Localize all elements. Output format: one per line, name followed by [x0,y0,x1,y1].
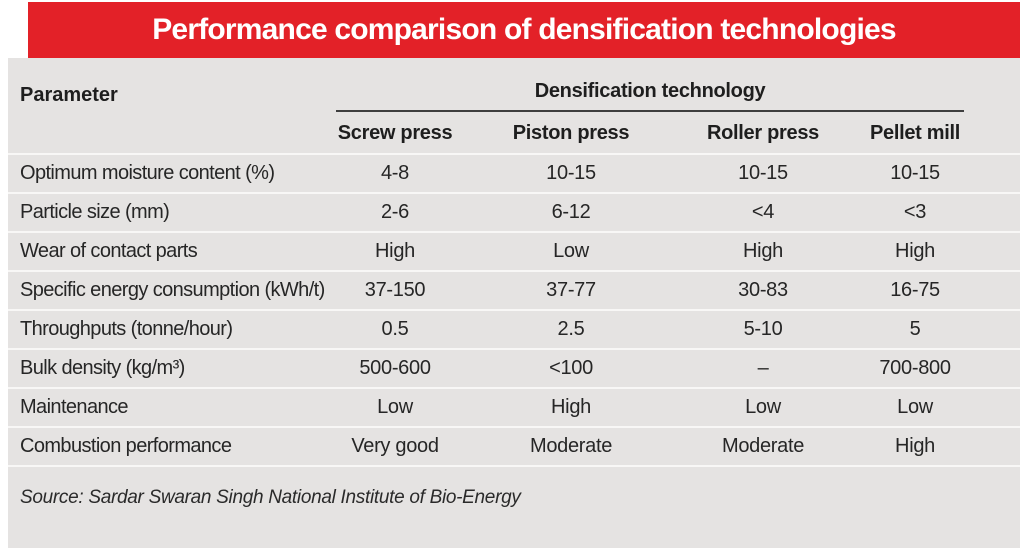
value-cell: Low [377,396,413,418]
tech-header-row: Screw press Piston press Roller press Pelle… [8,112,1020,154]
parameter-label: Optimum moisture content (%) [20,162,275,184]
value-cell: High [743,240,783,262]
value-cell: High [375,240,415,262]
table-row: Maintenance Low High Low Low [8,388,1021,427]
table-body: Optimum moisture content (%) 4-8 10-15 10-1… [8,154,1021,466]
parameter-label: Bulk density (kg/m³) [20,357,185,379]
value-cell: 0.5 [381,318,409,340]
title-banner: Performance comparison of densification … [28,2,1020,58]
value-cell: 2-6 [380,201,409,223]
value-cell: 500-600 [359,357,431,379]
value-cell: 10-15 [546,162,596,184]
column-header-screw-press: Screw press [337,122,453,144]
parameter-label: Throughputs (tonne/hour) [20,318,233,340]
value-cell: <100 [549,357,593,379]
value-cell: High [895,435,935,457]
table-row: Specific energy consumption (kWh/t) 37-15… [8,271,1021,310]
table-panel: Parameter Densification technology Screw… [8,58,1021,548]
value-cell: Low [553,240,589,262]
value-cell: Low [745,396,781,418]
value-cell: 700-800 [879,357,951,379]
table-row: Particle size (mm) 2-6 6-12 <4 <3 [8,193,1021,232]
group-header-row: Parameter Densification technology [8,58,1020,112]
value-cell: Low [897,396,933,418]
value-cell: 30-83 [738,279,788,301]
value-cell: 6-12 [551,201,591,223]
table-row: Wear of contact parts High Low High High [8,232,1021,271]
table-row: Optimum moisture content (%) 4-8 10-15 10-1… [8,154,1021,193]
parameter-label: Combustion performance [20,435,232,457]
table-head: Parameter Densification technology Screw… [8,58,1020,154]
value-cell: 37-150 [364,279,426,301]
parameter-label: Particle size (mm) [20,201,170,223]
table-row: Throughputs (tonne/hour) 0.5 2.5 5-10 5 [8,310,1021,349]
value-cell: 37-77 [546,279,596,301]
table-row: Bulk density (kg/m³) 500-600 <100 – 700-800 [8,349,1021,388]
table-row: Combustion performance Very good Moderate M… [8,427,1021,466]
group-header-underline: Densification technology [336,80,965,112]
group-header-cell: Densification technology [330,58,1020,112]
value-cell: Moderate [529,435,613,457]
value-cell: High [551,396,591,418]
parameter-label: Specific energy consumption (kWh/t) [20,279,325,301]
densification-table: Parameter Densification technology Screw… [8,58,1021,467]
column-header-piston-press: Piston press [512,122,630,144]
column-header-pellet-mill: Pellet mill [869,122,961,144]
value-cell: 2.5 [557,318,585,340]
parameter-label: Wear of contact parts [20,240,198,262]
value-cell: 10-15 [738,162,788,184]
value-cell: 4-8 [380,162,409,184]
source-attribution: Source: Sardar Swaran Singh National Ins… [20,487,521,508]
value-cell: High [895,240,935,262]
page-title: Performance comparison of densification … [152,13,896,46]
value-cell: Moderate [721,435,805,457]
value-cell: 16-75 [890,279,940,301]
value-cell: Very good [351,435,439,457]
parameter-column-header: Parameter [20,84,118,106]
parameter-label: Maintenance [20,396,129,418]
value-cell: 10-15 [890,162,940,184]
value-cell: <4 [751,201,775,223]
column-header-roller-press: Roller press [706,122,819,144]
value-cell: 5 [909,318,921,340]
value-cell: – [757,357,769,379]
value-cell: 5-10 [743,318,783,340]
group-header-label: Densification technology [534,80,766,102]
value-cell: <3 [903,201,927,223]
